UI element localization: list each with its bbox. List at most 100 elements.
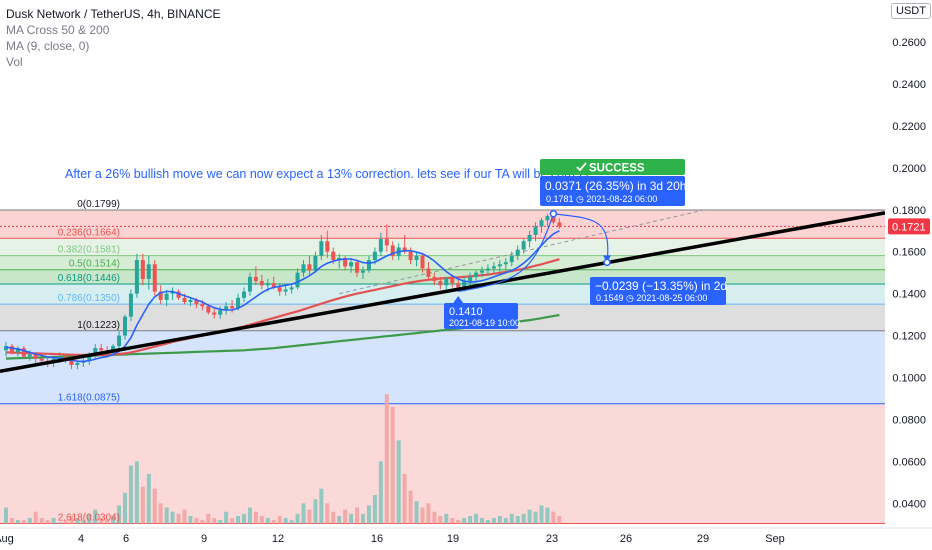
candle-body — [128, 293, 133, 317]
volume-bar — [236, 515, 241, 524]
rise-callout-main: 0.0371 (26.35%) in 3d 20h — [545, 179, 686, 193]
projection-curve-drop — [553, 213, 609, 263]
price-tick-label: 0.2000 — [892, 163, 926, 175]
time-tick-label: 29 — [697, 533, 709, 545]
volume-bar — [307, 509, 312, 524]
time-tick-label: Aug — [0, 533, 14, 545]
candle-body — [21, 348, 26, 357]
candle-body — [236, 297, 241, 309]
volume-bar — [146, 473, 151, 524]
candle-body — [93, 348, 98, 355]
time-tick-label: 26 — [620, 533, 632, 545]
volume-bar — [420, 507, 425, 524]
volume-bar — [164, 507, 169, 524]
volume-bar — [81, 520, 86, 524]
fib-level-label: 1.618(0.0875) — [58, 393, 120, 404]
volume-bar — [438, 515, 443, 524]
rise-callout-sub: 0.1781 ◷ 2021-08-23 06:00 — [546, 194, 657, 204]
candle-body — [289, 287, 294, 290]
volume-bar — [408, 490, 413, 524]
low-callout-pointer — [453, 296, 464, 303]
candle-body — [426, 268, 431, 277]
price-tick-label: 0.2400 — [892, 79, 926, 91]
volume-bar — [474, 513, 479, 524]
volume-bar — [9, 518, 14, 524]
candle-body — [170, 291, 175, 294]
time-tick-label: 19 — [447, 533, 459, 545]
candle-body — [265, 283, 270, 286]
candle-body — [295, 272, 300, 288]
candle-body — [206, 306, 211, 313]
trend-line[interactable] — [0, 211, 886, 373]
volume-bar — [230, 518, 235, 524]
volume-bar — [444, 513, 449, 524]
volume-bar — [188, 515, 193, 524]
candle-body — [503, 262, 508, 265]
candle-body — [349, 262, 354, 267]
volume-bar — [349, 513, 354, 524]
candle-body — [146, 264, 151, 279]
price-axis[interactable]: 0.2600 0.2400 0.2200 0.2000 0.1800 0.1600 0.14… — [892, 37, 926, 510]
fib-zone-fill — [0, 238, 885, 256]
fib-zone-fill — [0, 269, 885, 284]
fib-zone-fill — [0, 209, 885, 239]
ma9-line — [5, 229, 560, 363]
volume-bar — [390, 406, 395, 524]
candle-body — [414, 255, 419, 261]
volume-bar — [218, 520, 223, 524]
currency-badge[interactable]: USDT — [891, 3, 931, 19]
volume-bar — [93, 509, 98, 524]
price-tick-label: 0.0400 — [892, 498, 926, 510]
candle-body — [75, 362, 80, 365]
volume-bar — [480, 518, 484, 524]
time-axis[interactable]: Aug 4 6 9 12 16 19 23 26 29 Sep — [0, 533, 785, 545]
time-tick-label: 9 — [201, 533, 207, 545]
candle-body — [301, 264, 306, 273]
volume-bar — [378, 461, 383, 524]
candle-body — [551, 216, 556, 223]
candle-body — [313, 255, 318, 271]
volume-indicator-label[interactable]: Vol — [6, 55, 23, 69]
volume-bar — [277, 515, 282, 524]
volume-bar — [539, 505, 544, 524]
volume-bar — [503, 518, 508, 524]
volume-bar — [361, 513, 365, 524]
volume-bar — [117, 505, 122, 524]
candle-body — [509, 255, 514, 263]
candle-body — [444, 278, 449, 286]
candle-body — [539, 220, 544, 227]
candle-body — [319, 241, 324, 256]
volume-bar — [57, 522, 62, 524]
volume-bar — [247, 507, 252, 524]
time-tick-label: 4 — [78, 533, 84, 545]
volume-bar — [51, 518, 56, 524]
drop-callout-sub: 0.1549 ◷ 2021-08-25 06:00 — [596, 293, 707, 303]
volume-bar — [99, 518, 104, 524]
fib-level-label: 2.618(0.0304) — [58, 512, 120, 523]
volume-bar — [194, 518, 199, 524]
symbol-title[interactable]: Dusk Network / TetherUS, 4h, BINANCE — [6, 7, 221, 21]
low-callout-bg — [444, 303, 518, 329]
ma-cross-indicator-label[interactable]: MA Cross 50 & 200 — [6, 23, 110, 37]
price-tick-label: 0.1600 — [892, 247, 926, 259]
candle-body — [420, 255, 425, 269]
volume-bar — [485, 520, 490, 524]
check-icon — [576, 162, 587, 172]
time-tick-label: 12 — [272, 533, 284, 545]
candle-body — [384, 239, 389, 246]
volume-bar — [313, 499, 318, 524]
volume-bar — [414, 501, 419, 524]
candle-body — [259, 281, 264, 286]
candle-body — [247, 276, 252, 292]
volume-bar — [27, 518, 32, 524]
ma-indicator-label[interactable]: MA (9, close, 0) — [6, 39, 90, 53]
volume-bar — [456, 520, 461, 524]
drop-callout-main: −0.0239 (−13.35%) in 2d — [595, 279, 727, 293]
rise-callout-bg — [540, 176, 685, 206]
candle-body — [491, 266, 496, 269]
volume-bar — [331, 511, 336, 524]
volume-bar — [343, 509, 348, 524]
candle-body — [355, 262, 360, 273]
volume-bar — [551, 511, 556, 524]
